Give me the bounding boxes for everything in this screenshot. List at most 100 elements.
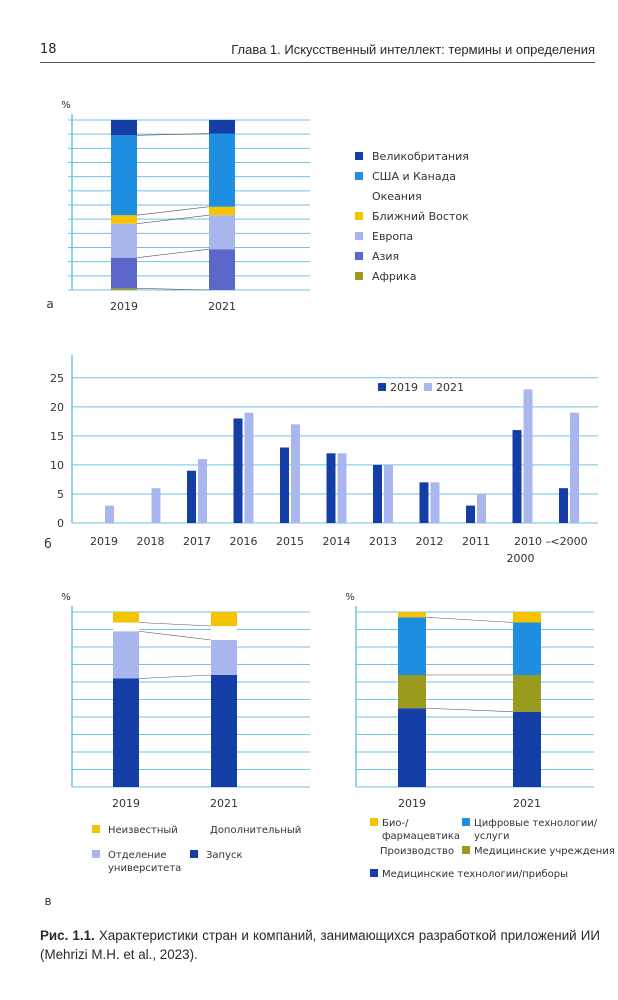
x-tick-label: 2000 xyxy=(507,552,535,565)
figure-canvas: % 2019 2021 а Великобритания США и Канада Океа… xyxy=(44,100,615,908)
bar-2019 xyxy=(466,505,475,523)
bar-2019 xyxy=(326,453,336,523)
legend-swatch xyxy=(378,383,386,391)
legend-swatch xyxy=(370,869,378,877)
bar-segment-отделение-университета xyxy=(211,640,237,675)
legend-swatch xyxy=(424,383,432,391)
legend-swatch xyxy=(355,252,363,260)
panel-letter: б xyxy=(44,537,51,551)
bar-segment-медицинские-технологии-приборы xyxy=(398,708,426,787)
bar-segment-медицинские-учреждения xyxy=(398,675,426,709)
legend-label: Океания xyxy=(372,190,422,203)
legend-swatch xyxy=(355,172,363,180)
page-number: 18 xyxy=(40,42,57,57)
legend-swatch xyxy=(355,272,363,280)
legend-label: Великобритания xyxy=(372,150,469,163)
bar-2019 xyxy=(187,470,196,523)
y-tick-label: 0 xyxy=(57,517,64,530)
connector-line xyxy=(136,288,210,291)
bar-segment-био-фармацевтика xyxy=(513,612,541,623)
bar-segment-великобритания xyxy=(111,120,137,136)
x-tick-label: 2017 xyxy=(183,535,211,548)
bar-segment-ближний-восток xyxy=(209,206,235,216)
bar-2021 xyxy=(337,453,347,523)
connector-line xyxy=(138,674,212,679)
legend-label: Медицинские технологии/приборы xyxy=(382,869,568,880)
legend-swatch xyxy=(355,152,363,160)
x-tick-label: 2014 xyxy=(323,535,351,548)
x-tick-label: 2019 xyxy=(112,797,140,810)
x-tick-label: 2021 xyxy=(513,797,541,810)
connector-line xyxy=(425,707,514,713)
legend-label: Био-/ xyxy=(382,818,409,829)
bar-segment-дополнительный xyxy=(211,626,237,640)
bar-2021 xyxy=(151,488,161,523)
bar-segment-сша-и-канада xyxy=(209,133,235,207)
bar-2021 xyxy=(198,459,207,523)
x-tick-label: 2010 – xyxy=(514,535,551,548)
bar-segment-европа xyxy=(209,215,235,250)
bar-segment-африка xyxy=(111,288,137,290)
page-header: 18 Глава 1. Искусственный интеллект: тер… xyxy=(40,40,595,63)
connector-line xyxy=(136,248,210,258)
figure-caption: Рис. 1.1. Характеристики стран и компани… xyxy=(40,926,600,964)
bar-segment-европа xyxy=(111,223,137,258)
legend-label: Азия xyxy=(372,250,399,263)
legend-label: Цифровые технологии/ xyxy=(474,818,598,829)
legend-swatch xyxy=(370,818,378,826)
bar-segment-неизвестный xyxy=(113,612,139,623)
legend-label: 2021 xyxy=(436,381,464,394)
bar-segment-био-фармацевтика xyxy=(398,612,426,618)
connector-line xyxy=(136,133,210,136)
x-tick-label: 2021 xyxy=(208,300,236,313)
x-tick-label: 2015 xyxy=(276,535,304,548)
legend-label: университета xyxy=(108,863,181,874)
y-axis-label: % xyxy=(61,100,71,111)
bar-segment-великобритания xyxy=(209,120,235,134)
legend-label: Европа xyxy=(372,230,413,243)
bar-2021 xyxy=(244,412,254,523)
x-tick-label: <2000 xyxy=(550,535,587,548)
connector-line xyxy=(138,622,212,627)
x-tick-label: 2016 xyxy=(230,535,258,548)
x-tick-label: 2013 xyxy=(369,535,397,548)
legend-swatch xyxy=(92,850,100,858)
caption-label: Рис. 1.1. xyxy=(40,928,95,943)
legend-label: Медицинские учреждения xyxy=(474,846,615,857)
legend-label: Отделение xyxy=(108,850,167,861)
legend-swatch xyxy=(92,825,100,833)
bar-segment-цифровые-технологии-услуги xyxy=(398,617,426,675)
bar-2019 xyxy=(419,482,429,523)
connector-line xyxy=(136,206,210,216)
y-axis-label: % xyxy=(61,592,71,603)
connector-line xyxy=(136,214,210,224)
bar-segment-азия xyxy=(111,257,137,289)
bar-2019 xyxy=(559,488,568,523)
y-tick-label: 20 xyxy=(50,401,64,414)
legend-label: 2019 xyxy=(390,381,418,394)
bar-segment-сша-и-канада xyxy=(111,135,137,216)
bar-segment-азия xyxy=(209,249,235,290)
bar-2021 xyxy=(291,424,300,523)
legend-label: Запуск xyxy=(206,850,243,861)
bar-segment-запуск xyxy=(113,678,139,787)
legend-swatch xyxy=(355,232,363,240)
legend-label: Дополнительный xyxy=(210,825,301,836)
legend-swatch xyxy=(462,846,470,854)
bar-2019 xyxy=(512,430,522,523)
bar-segment-медицинские-учреждения xyxy=(513,675,541,712)
chapter-title: Глава 1. Искусственный интеллект: термин… xyxy=(231,42,595,57)
bar-segment-отделение-университета xyxy=(113,631,139,679)
bar-2021 xyxy=(523,389,533,523)
y-tick-label: 15 xyxy=(50,430,64,443)
caption-text: Характеристики стран и компаний, занимаю… xyxy=(40,928,600,962)
legend-swatch xyxy=(355,212,363,220)
bar-segment-ближний-восток xyxy=(111,215,137,224)
x-tick-label: 2021 xyxy=(210,797,238,810)
x-tick-label: 2012 xyxy=(416,535,444,548)
x-tick-label: 2019 xyxy=(110,300,138,313)
connector-line xyxy=(425,616,514,623)
y-tick-label: 10 xyxy=(50,459,64,472)
bar-segment-дополнительный xyxy=(113,622,139,632)
bar-2021 xyxy=(384,464,393,523)
